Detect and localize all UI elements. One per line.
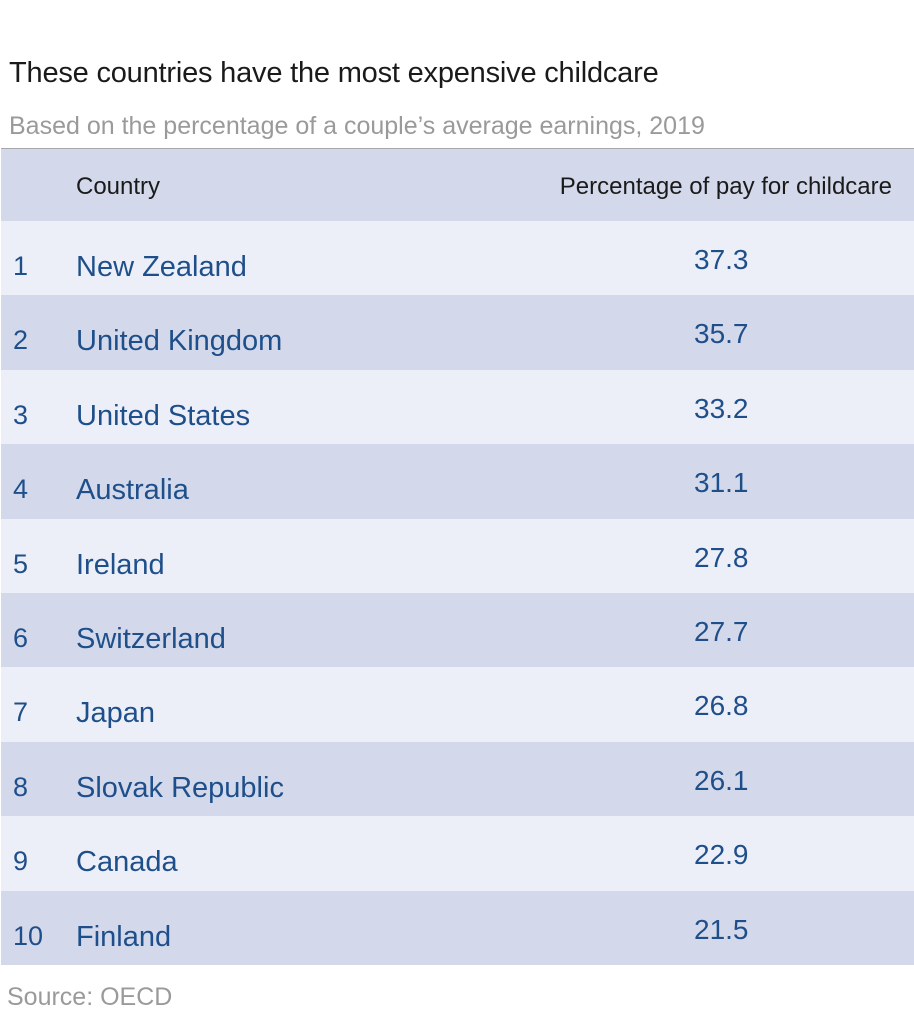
table-row: 4 Australia 31.1 [1,444,914,519]
column-header-country: Country [76,173,161,200]
data-table: Country Percentage of pay for childcare … [1,148,914,965]
rank-cell: 5 [13,548,29,579]
rank-cell: 7 [13,697,29,728]
percentage-cell: 31.1 [694,467,749,499]
column-header-percentage: Percentage of pay for childcare [559,173,892,200]
table-row: 7 Japan 26.8 [1,667,914,742]
table-row: 6 Switzerland 27.7 [1,592,914,668]
percentage-cell: 35.7 [694,318,749,350]
table-row: 2 United Kingdom 35.7 [1,295,914,370]
percentage-cell: 33.2 [694,392,749,424]
rank-cell: 9 [13,846,29,877]
table-row: 10 Finland 21.5 [1,890,914,965]
table-row: 8 Slovak Republic 26.1 [1,741,914,817]
country-cell: Switzerland [76,622,226,655]
rank-cell: 8 [13,771,29,802]
table-row: 5 Ireland 27.8 [1,518,914,593]
table-row: 1 New Zealand 37.3 [1,221,914,296]
table-row: 3 United States 33.2 [1,369,914,445]
country-cell: Slovak Republic [76,771,284,804]
rank-cell: 10 [13,920,44,951]
chart-subtitle: Based on the percentage of a couple’s av… [9,112,705,140]
percentage-cell: 26.1 [694,764,749,796]
source-note: Source: OECD [7,983,173,1011]
rank-cell: 1 [13,251,29,281]
country-cell: Australia [76,474,189,507]
country-cell: Finland [76,920,172,953]
rank-cell: 6 [13,622,29,653]
rank-cell: 3 [13,399,29,430]
country-cell: Japan [76,697,156,730]
percentage-cell: 22.9 [694,839,749,871]
percentage-cell: 21.5 [694,913,749,945]
table-header-row: Country Percentage of pay for childcare [1,149,914,221]
country-cell: United States [76,399,251,432]
percentage-cell: 27.7 [694,615,749,647]
rank-cell: 4 [13,474,29,505]
rank-cell: 2 [13,325,29,356]
chart-title: These countries have the most expensive … [9,57,659,89]
percentage-cell: 27.8 [694,541,749,573]
percentage-cell: 37.3 [694,244,749,275]
table-row: 9 Canada 22.9 [1,816,914,891]
table-body: 1 New Zealand 37.3 2 United Kingdom 35.7 3 Unit… [1,221,914,965]
percentage-cell: 26.8 [694,690,749,722]
country-cell: United Kingdom [76,325,283,358]
country-cell: New Zealand [76,251,247,283]
country-cell: Canada [76,846,178,879]
country-cell: Ireland [76,548,165,581]
